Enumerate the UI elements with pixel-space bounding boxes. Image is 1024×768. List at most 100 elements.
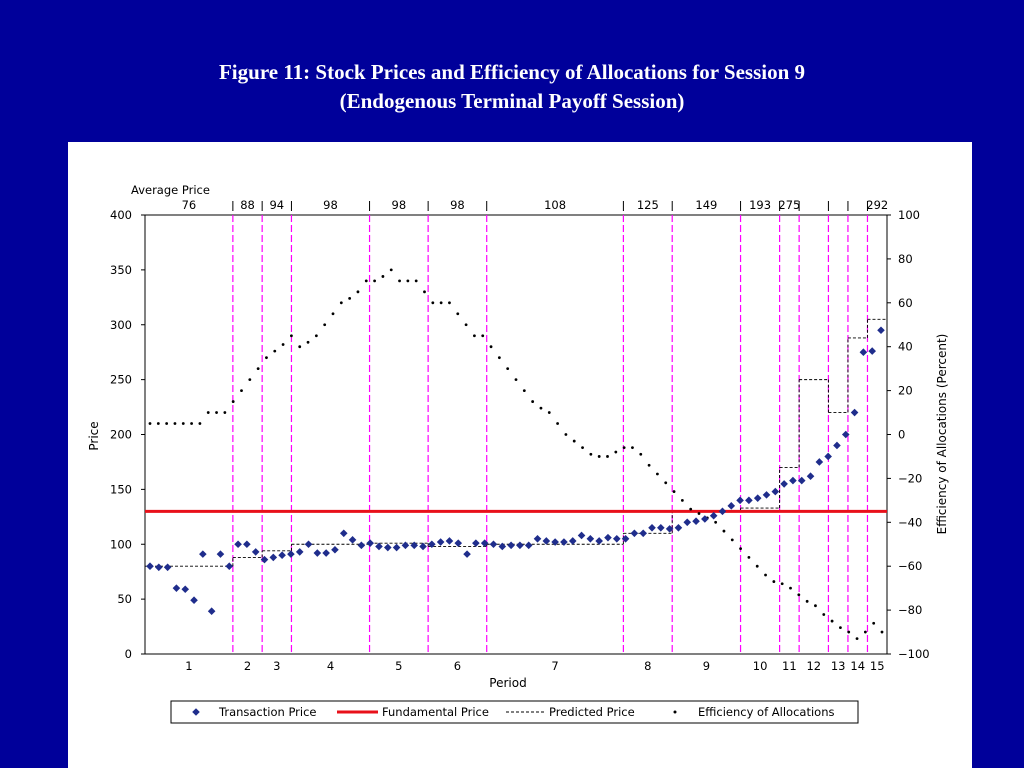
transaction-price-point (436, 538, 445, 546)
y-axis-title: Price (87, 421, 101, 450)
efficiency-point (556, 422, 559, 425)
period-label: 1 (185, 659, 192, 673)
avg-price-label: 98 (392, 198, 407, 212)
efficiency-point (739, 547, 742, 551)
transaction-price-point (604, 533, 612, 542)
y2-tick-label: 100 (898, 208, 920, 222)
efficiency-point (223, 411, 227, 414)
period-label: 7 (551, 659, 558, 673)
legend-efficiency-marker (673, 710, 677, 714)
avg-price-label: 149 (695, 198, 717, 212)
period-label: 9 (703, 659, 710, 673)
transaction-price-point (595, 537, 603, 545)
avg-price-label: 76 (182, 198, 197, 212)
transaction-price-point (339, 529, 348, 538)
efficiency-point (863, 630, 867, 634)
avg-price-label: 88 (240, 198, 255, 212)
efficiency-point (448, 301, 451, 305)
efficiency-point (506, 367, 510, 371)
y2-tick-label: 20 (898, 384, 913, 398)
efficiency-point (697, 512, 701, 515)
transaction-price-point (251, 548, 260, 556)
transaction-price-point (454, 539, 463, 547)
efficiency-point (789, 586, 792, 590)
transaction-price-point (577, 531, 586, 540)
efficiency-point (165, 422, 169, 425)
efficiency-point (398, 279, 401, 283)
efficiency-point (306, 340, 310, 344)
efficiency-point (497, 356, 501, 360)
efficiency-point (298, 345, 302, 349)
transaction-price-point (612, 534, 621, 543)
efficiency-point (256, 367, 260, 371)
transaction-price-point (234, 540, 242, 549)
transaction-price-point (322, 549, 330, 557)
transaction-price-point (868, 347, 876, 355)
efficiency-point (581, 446, 584, 450)
efficiency-point (805, 599, 809, 603)
efficiency-point (181, 422, 185, 425)
efficiency-point (830, 619, 834, 623)
transaction-price-point (533, 534, 542, 543)
avg-price-label: 275 (778, 198, 800, 212)
efficiency-point (589, 452, 593, 456)
efficiency-point (814, 604, 817, 608)
efficiency-point (464, 323, 468, 327)
transaction-price-point (172, 584, 181, 592)
transaction-price-point (163, 563, 172, 572)
efficiency-point (564, 433, 568, 436)
transaction-price-point (480, 539, 489, 547)
y2-tick-label: −80 (898, 603, 922, 617)
y-tick-label: 100 (110, 537, 132, 551)
transaction-price-point (524, 541, 533, 550)
transaction-price-point (287, 550, 295, 558)
period-label: 6 (454, 659, 461, 673)
transaction-price-point (789, 476, 797, 485)
period-label: 5 (395, 659, 402, 673)
transaction-price-point (560, 538, 568, 546)
efficiency-point (730, 538, 734, 542)
efficiency-point (647, 463, 651, 467)
efficiency-point (489, 345, 493, 349)
transaction-price-point (428, 540, 436, 549)
y-tick-label: 0 (125, 647, 132, 661)
efficiency-point (755, 564, 759, 568)
transaction-price-point (419, 542, 427, 551)
efficiency-point (198, 422, 202, 425)
period-label: 15 (870, 659, 885, 673)
efficiency-point (722, 529, 726, 533)
transaction-price-point (190, 596, 198, 605)
efficiency-point (855, 637, 859, 641)
title-line-1: Figure 11: Stock Prices and Efficiency o… (218, 60, 806, 84)
transaction-price-point (199, 550, 207, 558)
chart-svg: Average Price Price Efficiency of Alloca… (87, 183, 949, 724)
efficiency-point (265, 356, 268, 360)
transaction-price-point (665, 525, 674, 533)
transaction-price-point (146, 562, 154, 570)
transaction-price-point (877, 326, 885, 335)
efficiency-point (847, 630, 851, 634)
y-tick-label: 50 (117, 592, 132, 606)
transaction-price-point (797, 476, 806, 485)
efficiency-point (514, 378, 518, 382)
period-label: 3 (273, 659, 280, 673)
transaction-price-point (498, 542, 507, 551)
efficiency-point (206, 411, 210, 414)
y2-axis-title: Efficiency of Allocations (Percent) (935, 334, 949, 535)
period-label: 4 (327, 659, 334, 673)
transaction-price-point (692, 517, 700, 526)
transaction-price-point (736, 496, 744, 505)
efficiency-point (772, 580, 776, 583)
transaction-price-point (683, 518, 692, 527)
transaction-price-point (207, 607, 216, 615)
legend-box (170, 700, 859, 724)
period-label: 14 (850, 659, 865, 673)
efficiency-point (190, 422, 193, 425)
transaction-price-point (304, 540, 313, 549)
transaction-price-point (859, 348, 868, 356)
transaction-price-point (841, 430, 850, 439)
efficiency-point (747, 556, 751, 559)
efficiency-point (273, 349, 277, 353)
transaction-price-point (295, 548, 304, 556)
transaction-price-point (216, 550, 225, 558)
